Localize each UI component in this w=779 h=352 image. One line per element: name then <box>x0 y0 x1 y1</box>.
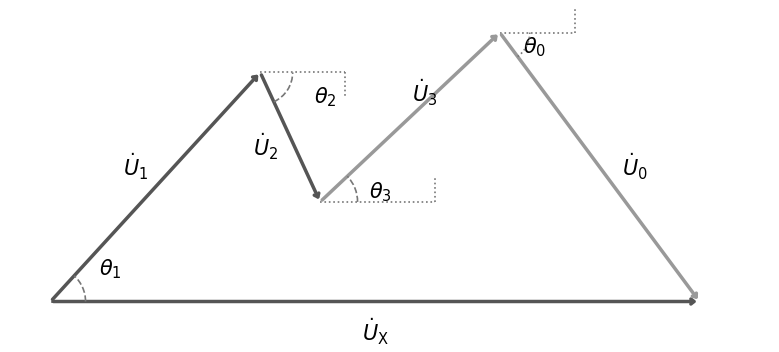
Text: $\dot{U}_{1}$: $\dot{U}_{1}$ <box>123 152 148 182</box>
Text: $\theta_{0}$: $\theta_{0}$ <box>523 36 546 59</box>
Text: $\dot{U}_{\mathrm{X}}$: $\dot{U}_{\mathrm{X}}$ <box>361 316 389 347</box>
Text: $\theta_{3}$: $\theta_{3}$ <box>368 180 391 204</box>
Text: $\dot{U}_{2}$: $\dot{U}_{2}$ <box>252 132 278 162</box>
Text: $\theta_{2}$: $\theta_{2}$ <box>314 86 337 109</box>
Text: $\dot{U}_{0}$: $\dot{U}_{0}$ <box>622 152 647 182</box>
Text: $\dot{U}_{3}$: $\dot{U}_{3}$ <box>412 77 438 107</box>
Text: $\theta_{1}$: $\theta_{1}$ <box>99 258 122 282</box>
